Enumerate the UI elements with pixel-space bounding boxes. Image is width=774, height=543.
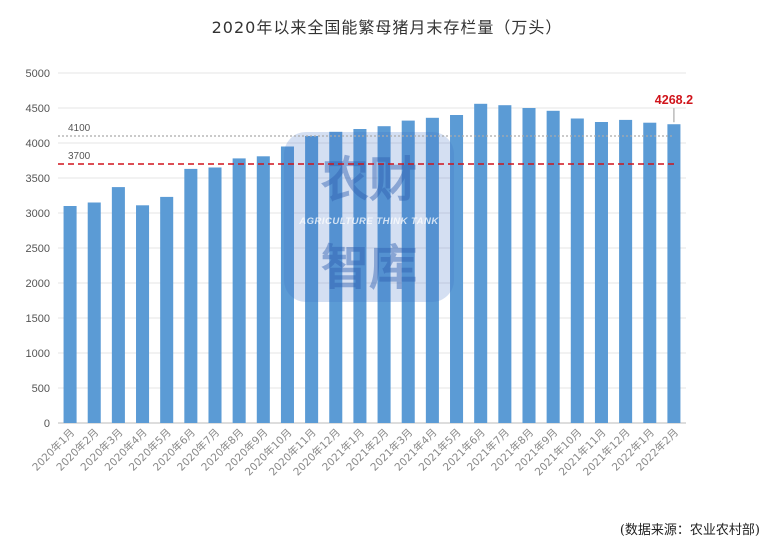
bar [546,110,560,424]
y-tick-label: 4000 [26,138,50,150]
bar [377,126,391,423]
bar [136,205,150,423]
source-note: (数据来源：农业农村部) [619,523,760,538]
y-tick-label: 500 [32,383,50,395]
watermark-line1: 农财 [321,152,417,208]
reference-lines: 4100 3700 [58,123,674,165]
bar [498,105,512,423]
watermark-logo: 农财 AGRICULTURE THINK TANK 智库 [284,132,454,302]
bar [353,129,367,423]
bar [425,117,439,424]
bar [594,122,608,423]
bar [160,196,174,423]
y-tick-label: 2500 [26,243,50,255]
data-label-last: 4268.2 [655,93,693,107]
bar [232,158,246,423]
bar [570,118,584,423]
bar [401,120,415,423]
y-tick-label: 5000 [26,68,50,80]
bar [522,108,536,423]
watermark-block [284,132,454,302]
y-tick-label: 3500 [26,173,50,185]
y-tick-label: 2000 [26,278,50,290]
y-axis-ticks: 0 500 1000 1500 2000 2500 3000 3500 4000 4500 5000 [26,68,50,430]
x-axis-ticks: 2020年1月2020年2月2020年3月2020年4月2020年5月2020年… [30,426,682,478]
bar [208,167,222,423]
bar [450,115,464,423]
bar [474,103,488,424]
bars [63,103,681,424]
bar [667,124,681,423]
bar [619,119,633,424]
y-tick-label: 1000 [26,348,50,360]
chart-title: 2020年以来全国能繁母猪月末存栏量（万头） [211,18,563,37]
bar [111,187,125,423]
bar [63,206,77,423]
y-tick-label: 4500 [26,103,50,115]
annotations: 4268.2 [655,93,693,123]
watermark-line2: AGRICULTURE THINK TANK [298,216,439,227]
bar [280,146,294,423]
bar [329,131,343,424]
y-tick-label: 3000 [26,208,50,220]
y-tick-label: 1500 [26,313,50,325]
bar [643,122,657,423]
watermark-line3: 智库 [321,240,417,296]
y-tick-label: 0 [44,418,50,430]
bar [184,168,198,423]
reference-line-label: 4100 [68,123,91,134]
bar [87,202,101,423]
bar [256,156,270,424]
reference-line-label: 3700 [68,151,91,162]
bar [305,136,319,423]
